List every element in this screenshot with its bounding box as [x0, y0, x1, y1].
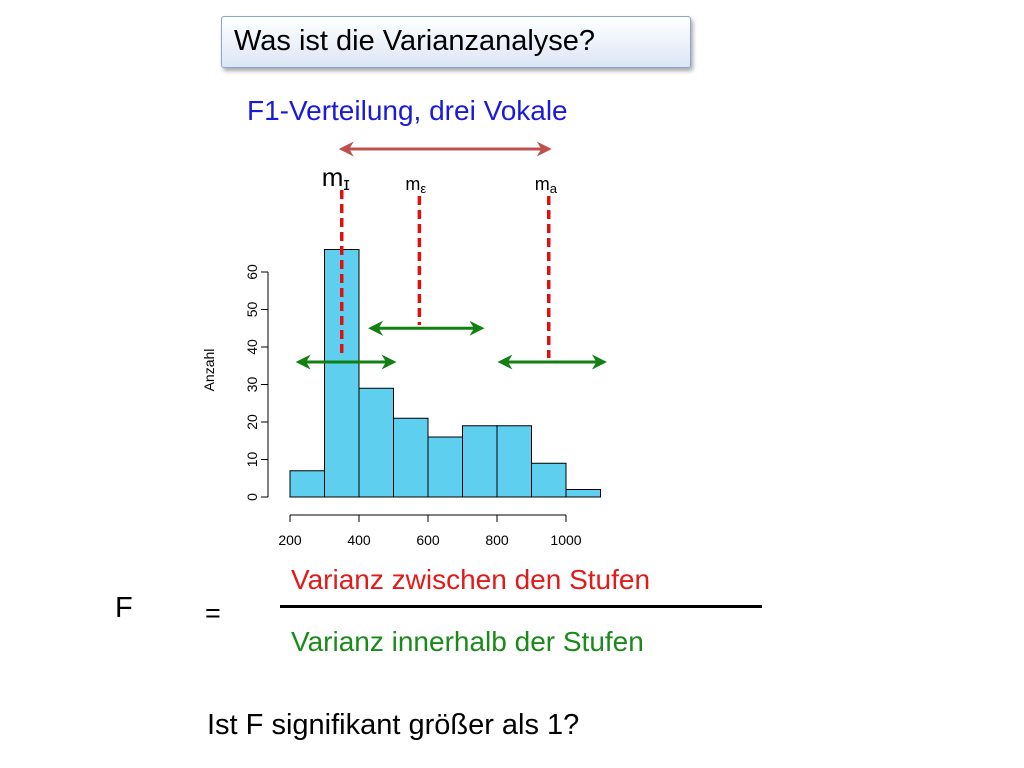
formula-equals: = — [205, 598, 221, 628]
fraction-line — [280, 605, 762, 608]
y-tick-label-60: 60 — [244, 264, 260, 280]
histogram-bar-3 — [358, 387, 394, 498]
histogram-bar-5 — [427, 436, 463, 498]
histogram-chart: 0 10 20 30 40 50 60 Anzahl 200 400 600 800 1000 mɪ mε m… — [201, 141, 607, 548]
formula-f: F — [115, 592, 133, 624]
x-tick-label-400: 400 — [347, 532, 371, 548]
formula-denominator: Varianz innerhalb der Stufen — [291, 626, 644, 657]
y-tick-label-40: 40 — [244, 339, 260, 355]
significance-question: Ist F signifikant größer als 1? — [207, 709, 580, 741]
x-tick-label-200: 200 — [278, 532, 302, 548]
histogram-bar-2 — [324, 249, 360, 498]
mean-label-2: mε — [405, 174, 426, 196]
formula-numerator: Varianz zwischen den Stufen — [291, 564, 651, 595]
mean-label-subscript-3: a — [550, 181, 558, 196]
y-tick-label-30: 30 — [244, 377, 260, 393]
histogram-bar-7 — [496, 425, 532, 498]
x-tick-label-800: 800 — [485, 532, 509, 548]
y-tick-label-0: 0 — [244, 493, 260, 501]
x-tick-label-1000: 1000 — [550, 532, 581, 548]
title-box: Was ist die Varianzanalyse? — [221, 16, 691, 68]
histogram-bar-8 — [531, 462, 567, 498]
chart-title: F1-Verteilung, drei Vokale — [247, 95, 568, 126]
y-tick-label-10: 10 — [244, 452, 260, 468]
x-tick-label-600: 600 — [416, 532, 440, 548]
histogram-bar-4 — [393, 417, 429, 498]
histogram-bar-1 — [289, 470, 325, 498]
mean-label-subscript-1: ɪ — [343, 174, 349, 194]
y-tick-label-50: 50 — [244, 302, 260, 318]
histogram-bar-6 — [462, 425, 498, 498]
mean-label-subscript-2: ε — [420, 181, 426, 196]
mean-label-3: ma — [535, 174, 558, 196]
y-tick-label-20: 20 — [244, 414, 260, 430]
y-axis-label: Anzahl — [201, 349, 217, 392]
slide-title: Was ist die Varianzanalyse? — [234, 25, 596, 57]
histogram-bar-9 — [565, 489, 601, 498]
mean-label-1: mɪ — [322, 162, 350, 194]
